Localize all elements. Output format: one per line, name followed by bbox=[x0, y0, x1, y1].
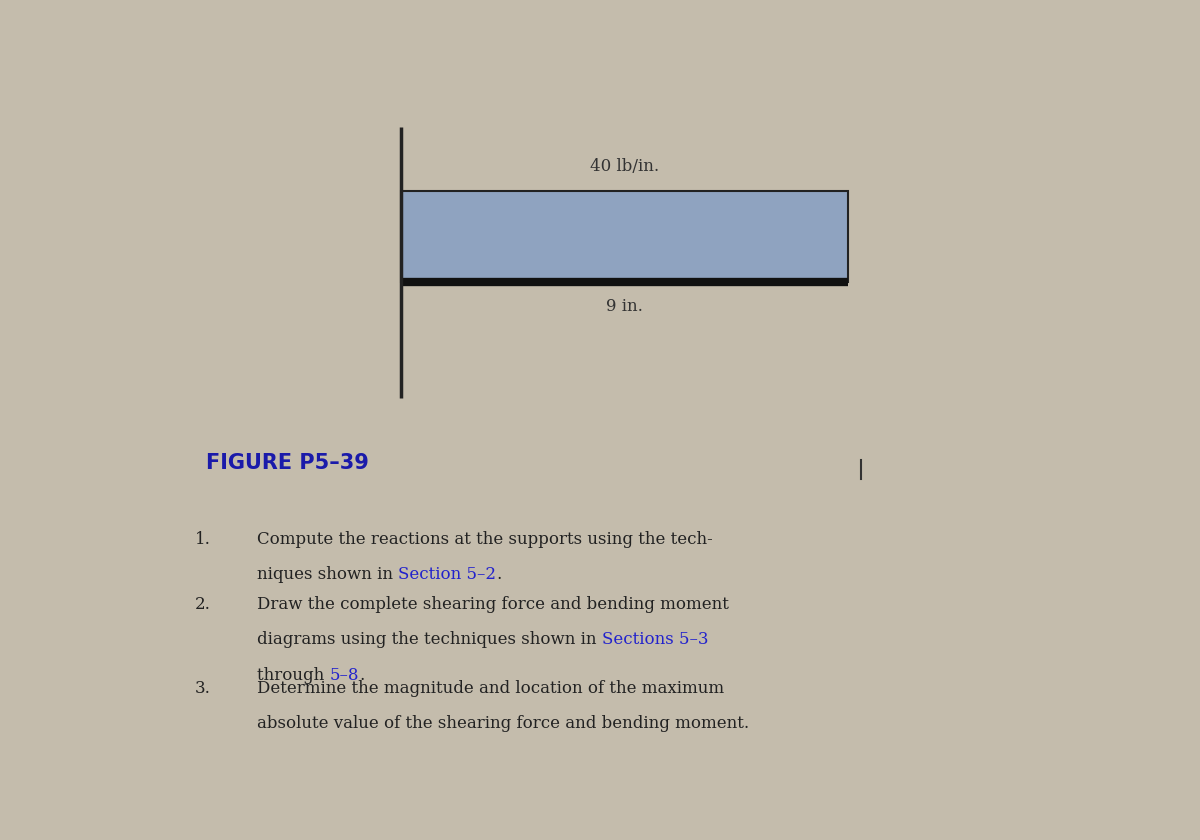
Text: Section 5–2: Section 5–2 bbox=[398, 566, 497, 584]
Text: Determine the magnitude and location of the maximum: Determine the magnitude and location of … bbox=[257, 680, 724, 696]
Text: 5–8: 5–8 bbox=[330, 667, 359, 684]
Text: 2.: 2. bbox=[194, 596, 210, 612]
Text: Draw the complete shearing force and bending moment: Draw the complete shearing force and ben… bbox=[257, 596, 728, 612]
Text: .: . bbox=[359, 667, 365, 684]
Text: 3.: 3. bbox=[194, 680, 210, 696]
Text: through: through bbox=[257, 667, 330, 684]
Text: absolute value of the shearing force and bending moment.: absolute value of the shearing force and… bbox=[257, 715, 749, 732]
Text: 1.: 1. bbox=[194, 531, 210, 548]
Text: 40 lb/in.: 40 lb/in. bbox=[589, 158, 659, 176]
Text: diagrams using the techniques shown in: diagrams using the techniques shown in bbox=[257, 631, 601, 648]
Bar bbox=[401, 192, 847, 282]
Text: .: . bbox=[497, 566, 502, 584]
Text: 9 in.: 9 in. bbox=[606, 298, 643, 315]
Text: Compute the reactions at the supports using the tech-: Compute the reactions at the supports us… bbox=[257, 531, 713, 548]
Text: niques shown in: niques shown in bbox=[257, 566, 398, 584]
Text: Sections 5–3: Sections 5–3 bbox=[601, 631, 708, 648]
Text: FIGURE P5–39: FIGURE P5–39 bbox=[206, 453, 368, 473]
